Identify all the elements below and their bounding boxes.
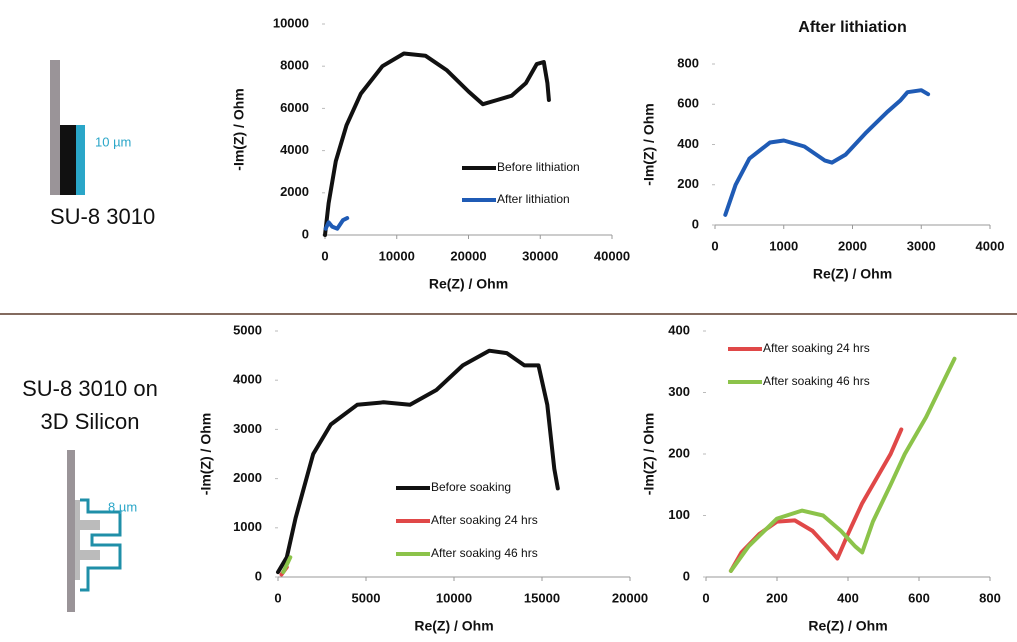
dimension-label: 10 µm: [95, 134, 131, 149]
data-line: [281, 555, 293, 575]
y-tick-label: 2000: [280, 184, 309, 199]
y-tick-label: 0: [692, 216, 699, 231]
y-tick-label: 200: [677, 176, 699, 191]
sample-label: SU-8 3010 on: [22, 376, 158, 401]
x-tick-label: 10000: [379, 248, 415, 263]
x-tick-label: 15000: [524, 590, 560, 605]
y-tick-label: 400: [677, 136, 699, 151]
x-tick-label: 20000: [612, 590, 648, 605]
y-tick-label: 2000: [233, 470, 262, 485]
data-line: [323, 51, 551, 237]
data-line: [723, 88, 931, 217]
y-tick-label: 5000: [233, 322, 262, 337]
x-axis-label: Re(Z) / Ohm: [813, 266, 892, 282]
x-tick-label: 40000: [594, 248, 630, 263]
y-tick-label: 800: [677, 55, 699, 70]
y-tick-label: 0: [302, 226, 309, 241]
x-tick-label: 0: [321, 248, 328, 263]
silicon: [75, 500, 100, 580]
y-axis-label: -Im(Z) / Ohm: [641, 413, 657, 495]
legend-label: Before lithiation: [497, 160, 580, 174]
data-line: [323, 216, 350, 231]
y-tick-label: 10000: [273, 15, 309, 30]
data-line: [728, 427, 904, 573]
y-tick-label: 300: [668, 384, 690, 399]
y-tick-label: 0: [255, 568, 262, 583]
legend-label: After soaking 46 hrs: [431, 546, 538, 560]
y-tick-label: 400: [668, 322, 690, 337]
x-tick-label: 0: [702, 590, 709, 605]
x-tick-label: 4000: [976, 238, 1005, 253]
x-tick-label: 800: [979, 590, 1001, 605]
x-tick-label: 20000: [450, 248, 486, 263]
x-tick-label: 3000: [907, 238, 936, 253]
y-axis-label: -Im(Z) / Ohm: [231, 88, 247, 170]
sample-label: 3D Silicon: [40, 409, 139, 434]
x-tick-label: 200: [766, 590, 788, 605]
y-tick-label: 100: [668, 507, 690, 522]
chart-title: After lithiation: [798, 19, 906, 36]
dimension-label: 8 µm: [108, 499, 137, 514]
x-axis-label: Re(Z) / Ohm: [808, 618, 887, 634]
data-line: [728, 356, 957, 573]
y-tick-label: 3000: [233, 421, 262, 436]
y-tick-label: 4000: [233, 372, 262, 387]
y-tick-label: 200: [668, 445, 690, 460]
x-tick-label: 600: [908, 590, 930, 605]
sample-label: SU-8 3010: [50, 204, 155, 229]
film: [60, 125, 76, 195]
legend-label: Before soaking: [431, 480, 511, 494]
coating: [80, 498, 122, 592]
legend-label: After soaking 24 hrs: [763, 341, 870, 355]
y-tick-label: 4000: [280, 142, 309, 157]
x-tick-label: 30000: [522, 248, 558, 263]
film-edge: [76, 125, 85, 195]
substrate: [67, 450, 75, 612]
y-tick-label: 0: [683, 568, 690, 583]
x-axis-label: Re(Z) / Ohm: [414, 618, 493, 634]
x-tick-label: 0: [274, 590, 281, 605]
substrate: [50, 60, 60, 195]
data-line: [276, 348, 560, 575]
x-axis-label: Re(Z) / Ohm: [429, 276, 508, 292]
x-tick-label: 400: [837, 590, 859, 605]
x-tick-label: 5000: [352, 590, 381, 605]
y-tick-label: 6000: [280, 100, 309, 115]
y-tick-label: 1000: [233, 519, 262, 534]
legend-label: After soaking 24 hrs: [431, 513, 538, 527]
x-tick-label: 2000: [838, 238, 867, 253]
y-tick-label: 600: [677, 96, 699, 111]
x-tick-label: 1000: [769, 238, 798, 253]
x-tick-label: 0: [711, 238, 718, 253]
y-axis-label: -Im(Z) / Ohm: [641, 103, 657, 185]
y-axis-label: -Im(Z) / Ohm: [198, 413, 214, 495]
x-tick-label: 10000: [436, 590, 472, 605]
y-tick-label: 8000: [280, 58, 309, 73]
legend-label: After soaking 46 hrs: [763, 374, 870, 388]
legend-label: After lithiation: [497, 192, 570, 206]
